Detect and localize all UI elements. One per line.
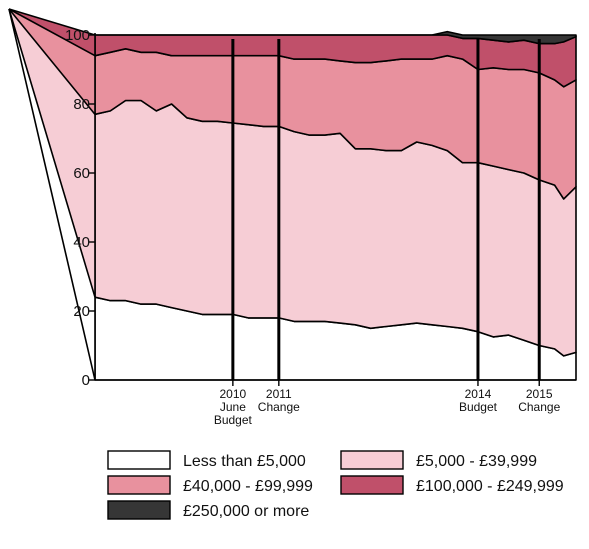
- legend-label-1: Less than £5,000: [183, 453, 306, 470]
- legend-label-2: £5,000 - £39,999: [416, 453, 537, 470]
- y-tick-label-100: 100: [65, 27, 90, 44]
- legend-swatch-5: [107, 500, 171, 520]
- event-label-1-1: 2010: [220, 387, 247, 401]
- area-series-5: [94, 30, 577, 45]
- legend-label-4: £100,000 - £249,999: [416, 478, 564, 495]
- event-label-2-1: 2011: [266, 387, 292, 401]
- event-label-4-1: 2015: [526, 387, 553, 401]
- legend-label-3: £40,000 - £99,999: [183, 478, 313, 495]
- y-tick-label-0: 0: [82, 372, 90, 389]
- event-label-1-3: Budget: [214, 413, 253, 427]
- origin-lines: [8, 8, 96, 381]
- y-tick-label-20: 20: [73, 303, 90, 320]
- event-label-3-1: 2014: [465, 387, 492, 401]
- origin-line-1: [8, 8, 96, 381]
- legend-label-5: £250,000 or more: [183, 503, 309, 520]
- event-label-2-2: Change: [258, 400, 300, 414]
- legend-swatch-3: [107, 475, 171, 495]
- legend: Less than £5,000 £5,000 - £39,999 £40,000 …: [107, 450, 564, 520]
- origin-line-4: [8, 8, 96, 57]
- y-axis: 0 20 40 60 80 100: [65, 27, 576, 389]
- y-tick-label-80: 80: [73, 96, 90, 113]
- legend-swatch-1: [107, 450, 171, 470]
- area-layer: [94, 30, 577, 381]
- legend-swatch-4: [340, 475, 404, 495]
- y-tick-label-40: 40: [73, 234, 90, 251]
- event-lines: [231, 39, 541, 380]
- origin-line-3: [8, 8, 96, 115]
- event-labels: 2010JuneBudget2011Change2014Budget2015Ch…: [214, 380, 561, 427]
- origin-line-5: [8, 8, 96, 36]
- origin-line-2: [8, 8, 96, 298]
- y-tick-label-60: 60: [73, 165, 90, 182]
- event-label-3-2: Budget: [459, 400, 498, 414]
- event-label-1-2: June: [220, 400, 246, 414]
- legend-swatch-2: [340, 450, 404, 470]
- event-label-4-2: Change: [518, 400, 560, 414]
